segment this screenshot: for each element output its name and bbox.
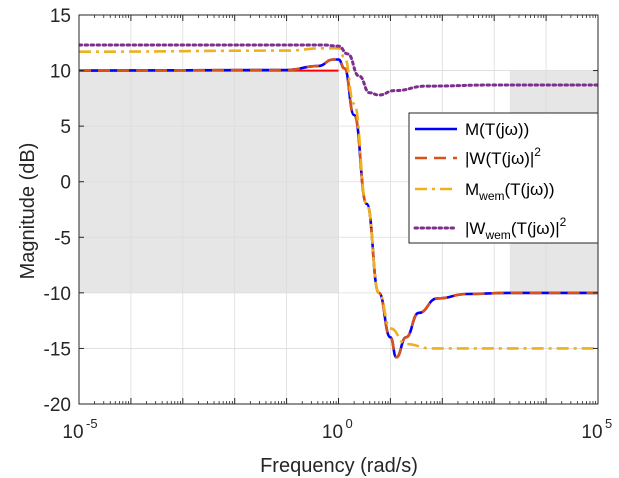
y-tick-label: 15: [50, 6, 71, 27]
y-tick-label: -20: [44, 395, 71, 416]
x-axis-label: Frequency (rad/s): [260, 455, 418, 477]
y-axis-label: Magnitude (dB): [17, 143, 39, 280]
x-tick-base: 10: [62, 422, 83, 443]
legend: M(T(jω))|W(T(jω)|2Mwem(T(jω))|Wwem(T(jω)…: [408, 112, 599, 244]
x-tick-label: 10 5: [581, 416, 612, 443]
y-tick-label: -15: [44, 339, 71, 360]
legend-label-2: Mwem(T(jω)): [465, 180, 555, 203]
legend-box: [408, 112, 599, 244]
x-tick-exponent: 0: [346, 416, 353, 431]
series-line-2: [79, 46, 598, 350]
series-line-1: [79, 58, 598, 359]
legend-label-rest: (T(jω)|: [511, 219, 560, 238]
x-tick-label: 10 -5: [62, 416, 97, 443]
x-tick-base: 10: [322, 422, 343, 443]
x-tick-label: 10 0: [322, 416, 353, 443]
legend-label-main: |W(T(jω)|: [465, 149, 534, 168]
y-tick-label: -5: [54, 228, 71, 249]
legend-label-rest: (T(jω)): [505, 180, 555, 199]
legend-label-main: |W: [465, 219, 485, 238]
x-tick-base: 10: [581, 422, 602, 443]
plot-area: [78, 14, 599, 405]
legend-label-1: |W(T(jω)|2: [465, 145, 541, 168]
y-tick-label: 10: [50, 62, 71, 83]
legend-label-subscript: wem: [478, 189, 504, 203]
legend-label-superscript: 2: [534, 145, 541, 159]
series-line-3: [79, 43, 598, 97]
legend-label-main: M: [465, 180, 479, 199]
y-tick-label: -10: [44, 284, 71, 305]
legend-label-subscript: wem: [484, 228, 510, 242]
legend-label-3: |Wwem(T(jω)|2: [465, 215, 567, 242]
x-tick-exponent: 5: [605, 416, 612, 431]
y-tick-label: 5: [60, 117, 71, 138]
x-tick-exponent: -5: [86, 416, 98, 431]
legend-label-superscript: 2: [560, 215, 567, 229]
legend-label-main: M(T(jω)): [465, 120, 529, 139]
legend-label-0: M(T(jω)): [465, 120, 529, 139]
y-tick-label: 0: [60, 173, 71, 194]
